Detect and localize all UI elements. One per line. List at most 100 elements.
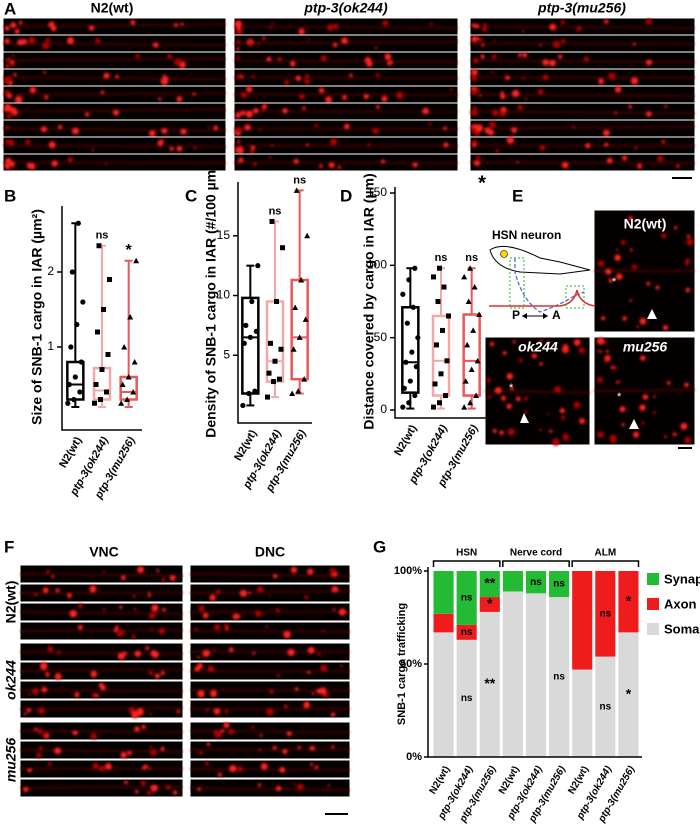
puncta [506, 136, 515, 144]
box [462, 313, 481, 397]
puncta [506, 372, 514, 380]
signal [19, 682, 184, 698]
puncta [284, 79, 290, 85]
bar-segment [456, 624, 477, 640]
data-point [75, 220, 81, 226]
data-point [243, 322, 249, 328]
puncta [51, 575, 55, 579]
puncta [43, 71, 46, 74]
puncta [132, 595, 136, 598]
puncta [271, 22, 274, 25]
puncta [209, 665, 214, 670]
puncta [174, 58, 182, 66]
bar-segment [479, 571, 500, 598]
puncta [491, 71, 494, 74]
puncta [547, 340, 551, 344]
puncta [180, 128, 187, 135]
puncta [596, 337, 605, 345]
signal [189, 742, 351, 755]
data-point [69, 269, 75, 275]
puncta [78, 603, 83, 609]
puncta [333, 608, 336, 611]
puncta [349, 73, 353, 77]
puncta [547, 412, 550, 415]
puncta [6, 93, 12, 99]
puncta [223, 722, 230, 729]
puncta [13, 72, 17, 77]
puncta [506, 403, 512, 409]
signal [19, 761, 184, 773]
puncta [4, 38, 10, 44]
puncta [282, 749, 288, 755]
y-tick-label: 15 [217, 228, 231, 242]
data-point [274, 299, 279, 304]
puncta [120, 575, 126, 581]
significance: ns [553, 672, 565, 683]
data-point [92, 400, 97, 406]
asterisk: * [617, 391, 622, 403]
puncta [684, 437, 691, 444]
puncta [321, 629, 325, 633]
significance: ns [599, 608, 611, 619]
puncta [112, 109, 119, 116]
data-point [265, 394, 270, 400]
puncta [268, 594, 271, 597]
process [19, 611, 184, 615]
significance: * [626, 592, 632, 608]
puncta [600, 316, 606, 321]
data-point [255, 263, 261, 269]
puncta [234, 147, 242, 154]
puncta [471, 36, 478, 43]
data-point [410, 304, 416, 310]
puncta [307, 568, 314, 575]
puncta [6, 113, 12, 119]
puncta [131, 711, 139, 719]
signal [233, 20, 459, 36]
puncta [630, 248, 633, 252]
puncta [158, 97, 162, 101]
puncta [500, 93, 506, 100]
data-point [121, 344, 128, 350]
puncta [4, 26, 10, 31]
column-label: VNC [89, 544, 119, 560]
puncta [130, 19, 136, 25]
puncta [674, 226, 678, 230]
process [469, 59, 696, 63]
puncta [199, 751, 203, 755]
signal [19, 707, 184, 719]
puncta [518, 358, 523, 363]
puncta [479, 94, 482, 97]
y-axis-label: Density of SNB-1 cargo in IAR (#/100 µm) [203, 165, 219, 438]
puncta [55, 588, 60, 593]
puncta [645, 59, 653, 66]
direction-label: P [512, 308, 520, 322]
puncta [161, 577, 166, 582]
puncta [511, 89, 520, 98]
puncta [104, 162, 108, 165]
data-point [401, 385, 407, 391]
puncta [10, 22, 17, 29]
puncta [422, 107, 429, 115]
puncta [645, 18, 652, 25]
puncta [5, 64, 9, 68]
puncta [257, 586, 264, 593]
puncta [384, 53, 392, 61]
y-tick-label: 5 [223, 347, 230, 361]
bar-segment [525, 571, 547, 594]
y-tick-label: 0% [406, 751, 422, 763]
puncta [72, 730, 78, 736]
puncta [116, 632, 122, 638]
puncta [220, 728, 225, 733]
puncta [135, 53, 140, 58]
significance: ns [293, 174, 306, 186]
y-tick-label: 50% [400, 658, 422, 670]
puncta [149, 712, 152, 715]
puncta [38, 707, 46, 715]
puncta [344, 123, 350, 130]
data-point [101, 307, 106, 312]
puncta [340, 665, 343, 668]
puncta [14, 96, 23, 104]
puncta [311, 692, 315, 696]
puncta [50, 25, 57, 32]
group-label: HSN [456, 548, 477, 559]
